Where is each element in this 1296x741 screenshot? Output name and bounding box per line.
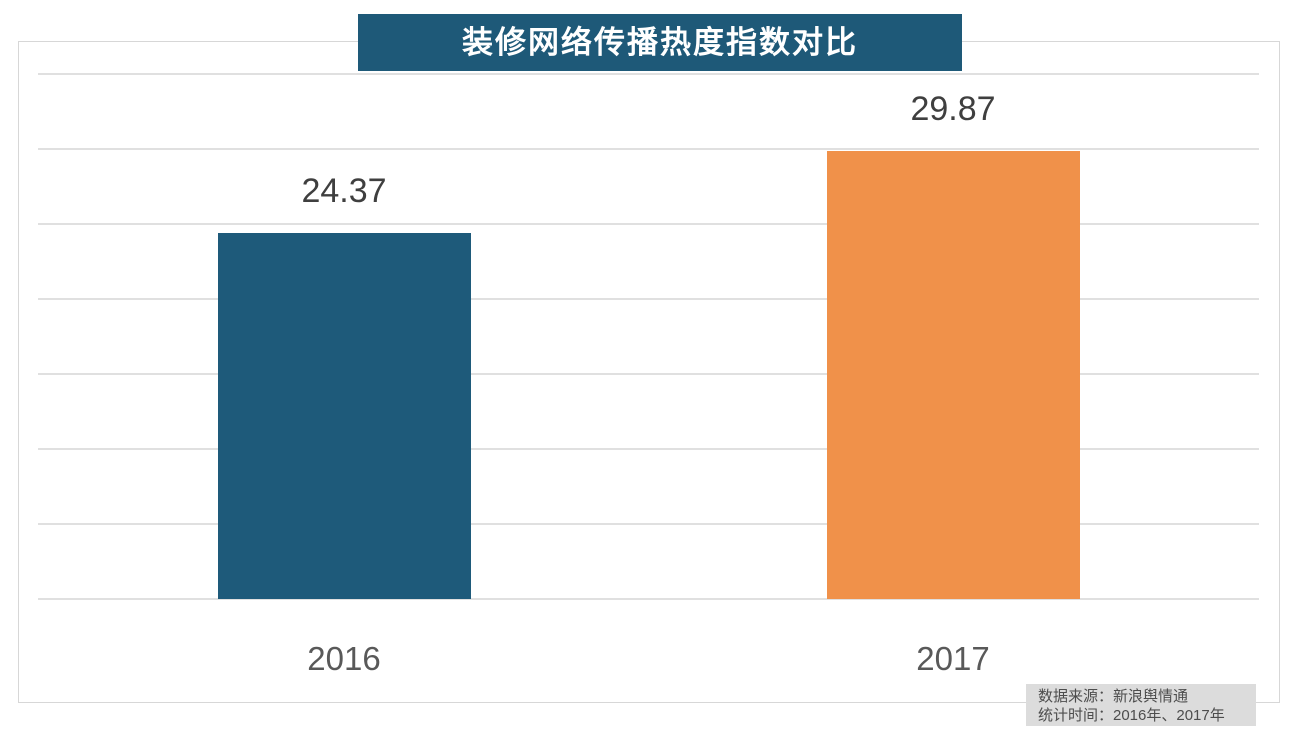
gridline (38, 598, 1259, 600)
category-label-2016: 2016 (307, 640, 381, 677)
gridline (38, 148, 1259, 150)
category-label-2017: 2017 (916, 640, 990, 677)
gridline (38, 373, 1259, 375)
bar-2017 (826, 151, 1080, 599)
chart-plot-area (18, 41, 1280, 703)
gridline (38, 223, 1259, 225)
value-label-2016: 24.37 (301, 172, 387, 210)
bar-2016 (217, 233, 471, 599)
gridline (38, 448, 1259, 450)
stat-period-label: 统计时间：2016年、2017年 (1038, 707, 1225, 724)
value-label-2017: 29.87 (910, 90, 996, 128)
footer-note: 数据来源：新浪舆情通 统计时间：2016年、2017年 (1026, 684, 1256, 726)
gridline (38, 73, 1259, 75)
gridline (38, 298, 1259, 300)
gridline (38, 523, 1259, 525)
data-source-label: 数据来源：新浪舆情通 (1038, 688, 1189, 705)
chart-title: 装修网络传播热度指数对比 (358, 14, 962, 71)
